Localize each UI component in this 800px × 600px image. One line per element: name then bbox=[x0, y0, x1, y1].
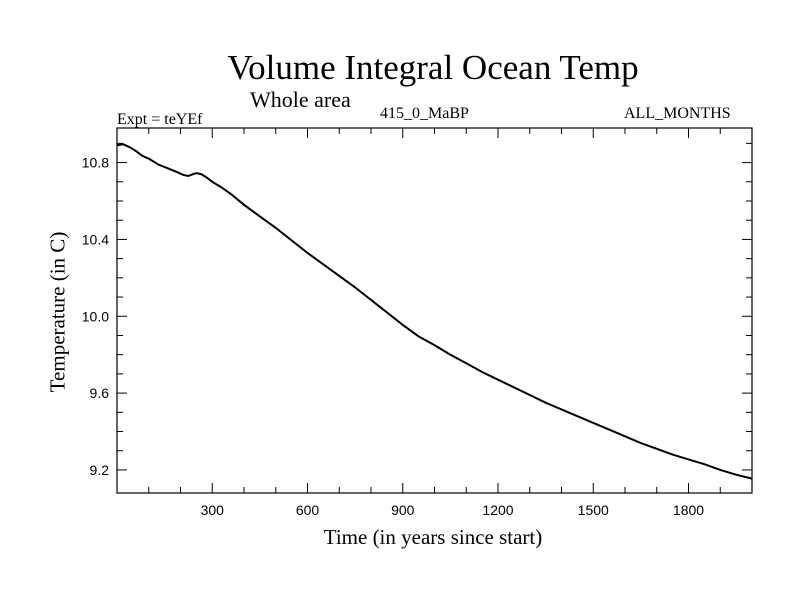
chart-title: Volume Integral Ocean Temp bbox=[227, 48, 639, 87]
period-label: 415_0_MaBP bbox=[380, 105, 469, 122]
months-label: ALL_MONTHS bbox=[624, 105, 731, 122]
y-axis-label: Temperature (in C) bbox=[45, 231, 70, 393]
y-tick-label: 9.2 bbox=[90, 462, 110, 478]
x-tick-label: 900 bbox=[391, 502, 415, 518]
axis-tick-labels: 300 600 900 1200 1500 1800 9.2 9.6 10.0 10.4 10.8 bbox=[82, 155, 705, 518]
x-tick-label: 1200 bbox=[482, 502, 513, 518]
chart-subtitle: Whole area bbox=[250, 87, 351, 112]
axis-ticks bbox=[117, 128, 752, 493]
x-tick-label: 1500 bbox=[578, 502, 609, 518]
experiment-label: Expt = teYEf bbox=[117, 111, 203, 128]
x-axis-label: Time (in years since start) bbox=[323, 525, 543, 549]
y-tick-label: 10.0 bbox=[82, 308, 109, 324]
y-tick-label: 9.6 bbox=[90, 385, 110, 401]
x-tick-label: 1800 bbox=[673, 502, 704, 518]
y-tick-label: 10.8 bbox=[82, 155, 109, 171]
x-tick-label: 600 bbox=[296, 502, 320, 518]
x-tick-label: 300 bbox=[201, 502, 225, 518]
y-tick-label: 10.4 bbox=[82, 231, 109, 247]
temperature-series-line bbox=[116, 143, 753, 480]
